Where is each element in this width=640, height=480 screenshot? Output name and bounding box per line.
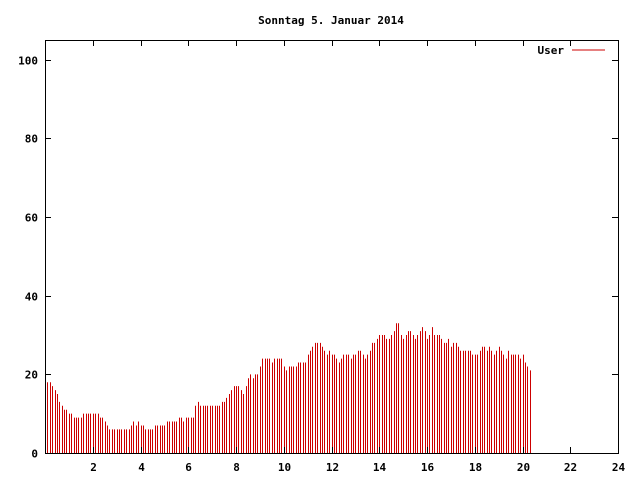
chart-title: Sonntag 5. Januar 2014 — [258, 14, 404, 27]
x-tick-label: 10 — [278, 461, 291, 474]
y-tick-label: 60 — [25, 212, 38, 225]
y-tick-label: 100 — [18, 55, 38, 68]
x-tick-label: 12 — [326, 461, 339, 474]
y-tick-label: 0 — [31, 448, 38, 461]
x-tick-label: 18 — [469, 461, 482, 474]
x-tick-label: 22 — [564, 461, 577, 474]
x-tick-label: 20 — [517, 461, 530, 474]
x-tick-label: 4 — [138, 461, 145, 474]
bar-series-user — [45, 323, 531, 453]
x-tick-label: 24 — [612, 461, 626, 474]
x-tick-label: 14 — [373, 461, 387, 474]
legend: User — [538, 44, 605, 57]
x-tick-label: 2 — [90, 461, 97, 474]
x-tick-label: 16 — [421, 461, 435, 474]
y-tick-label: 20 — [25, 369, 38, 382]
y-tick-label: 40 — [25, 291, 38, 304]
x-tick-label: 6 — [185, 461, 192, 474]
x-tick-label: 8 — [233, 461, 240, 474]
y-tick-label: 80 — [25, 133, 38, 146]
legend-label-user: User — [538, 44, 565, 57]
